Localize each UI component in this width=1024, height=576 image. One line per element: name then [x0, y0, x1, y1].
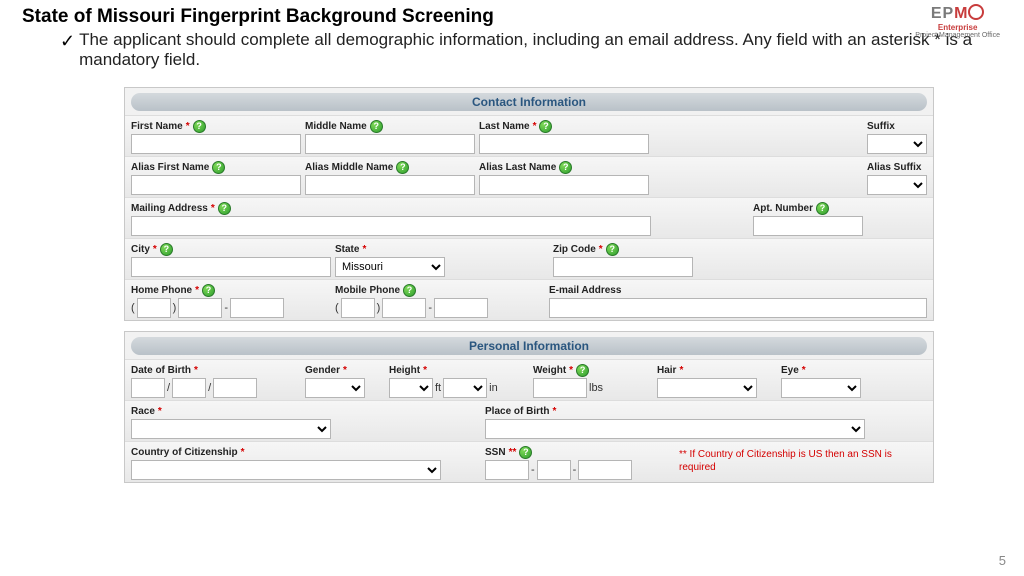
mobile-phone-area[interactable]: [341, 298, 375, 318]
ssn-3[interactable]: [578, 460, 632, 480]
home-phone-area[interactable]: [137, 298, 171, 318]
help-icon[interactable]: ?: [816, 202, 829, 215]
middle-name-input[interactable]: [305, 134, 475, 154]
help-icon[interactable]: ?: [212, 161, 225, 174]
epmo-logo: EPM Enterprise Project Management Office: [915, 4, 1000, 39]
height-in-select[interactable]: [443, 378, 487, 398]
help-icon[interactable]: ?: [218, 202, 231, 215]
help-icon[interactable]: ?: [559, 161, 572, 174]
ssn-1[interactable]: [485, 460, 529, 480]
home-phone-prefix[interactable]: [178, 298, 222, 318]
eye-select[interactable]: [781, 378, 861, 398]
help-icon[interactable]: ?: [519, 446, 532, 459]
personal-header: Personal Information: [131, 337, 927, 355]
help-icon[interactable]: ?: [403, 284, 416, 297]
race-select[interactable]: [131, 419, 331, 439]
mobile-phone-line[interactable]: [434, 298, 488, 318]
mobile-phone-prefix[interactable]: [382, 298, 426, 318]
contact-header: Contact Information: [131, 93, 927, 111]
city-input[interactable]: [131, 257, 331, 277]
last-name-input[interactable]: [479, 134, 649, 154]
help-icon[interactable]: ?: [370, 120, 383, 133]
help-icon[interactable]: ?: [606, 243, 619, 256]
country-select[interactable]: [131, 460, 441, 480]
mailing-address-input[interactable]: [131, 216, 651, 236]
dob-month[interactable]: [131, 378, 165, 398]
alias-suffix-select[interactable]: [867, 175, 927, 195]
ssn-note: ** If Country of Citizenship is US then …: [679, 444, 927, 474]
page-title: State of Missouri Fingerprint Background…: [0, 0, 1024, 28]
contact-section: Contact Information First Name*? Middle …: [124, 87, 934, 321]
first-name-input[interactable]: [131, 134, 301, 154]
suffix-select[interactable]: [867, 134, 927, 154]
ssn-2[interactable]: [537, 460, 571, 480]
state-select[interactable]: Missouri: [335, 257, 445, 277]
home-phone-line[interactable]: [230, 298, 284, 318]
page-number: 5: [999, 553, 1006, 568]
alias-last-input[interactable]: [479, 175, 649, 195]
help-icon[interactable]: ?: [193, 120, 206, 133]
dob-year[interactable]: [213, 378, 257, 398]
height-ft-select[interactable]: [389, 378, 433, 398]
dob-day[interactable]: [172, 378, 206, 398]
alias-middle-input[interactable]: [305, 175, 475, 195]
alias-first-input[interactable]: [131, 175, 301, 195]
help-icon[interactable]: ?: [539, 120, 552, 133]
instruction-row: ✓ The applicant should complete all demo…: [0, 28, 1024, 69]
personal-section: Personal Information Date of Birth* / / …: [124, 331, 934, 483]
weight-input[interactable]: [533, 378, 587, 398]
help-icon[interactable]: ?: [576, 364, 589, 377]
help-icon[interactable]: ?: [160, 243, 173, 256]
email-input[interactable]: [549, 298, 927, 318]
hair-select[interactable]: [657, 378, 757, 398]
check-icon: ✓: [60, 32, 75, 50]
apt-number-input[interactable]: [753, 216, 863, 236]
place-of-birth-select[interactable]: [485, 419, 865, 439]
gender-select[interactable]: [305, 378, 365, 398]
zip-input[interactable]: [553, 257, 693, 277]
instruction-text: The applicant should complete all demogr…: [79, 30, 1024, 69]
help-icon[interactable]: ?: [396, 161, 409, 174]
help-icon[interactable]: ?: [202, 284, 215, 297]
